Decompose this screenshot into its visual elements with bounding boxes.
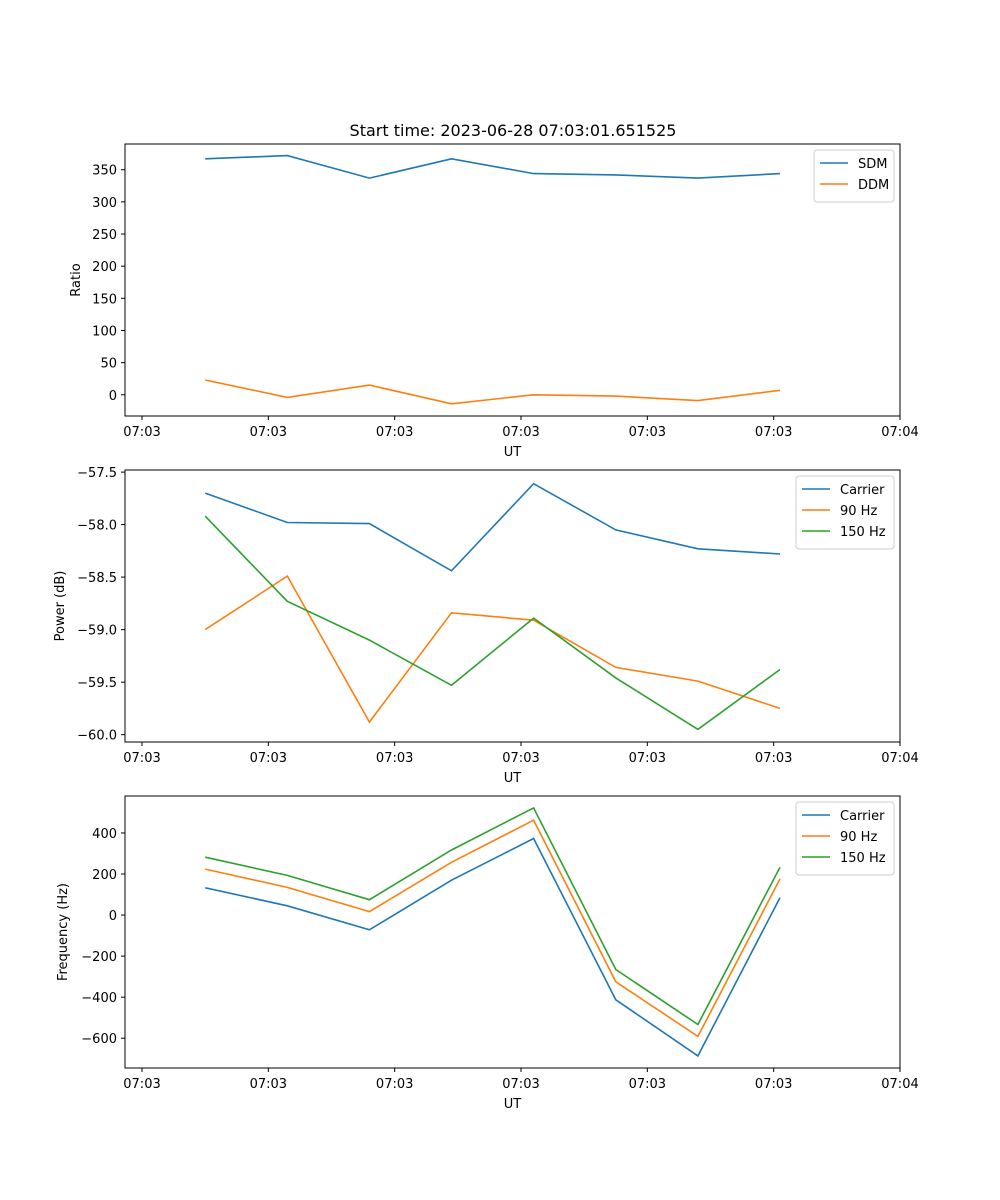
x-tick-label: 07:03 — [755, 1077, 792, 1092]
x-tick-label: 07:03 — [502, 751, 539, 766]
x-tick-label: 07:03 — [755, 425, 792, 440]
x-axis-label: UT — [504, 445, 522, 460]
y-tick-label: −58.5 — [77, 571, 117, 586]
figure-title: Start time: 2023-06-28 07:03:01.651525 — [350, 121, 677, 140]
chart-panel-1: 07:03 07:03 07:03 07:03 07:03 07:03 07:04 0 50 10… — [69, 143, 919, 460]
x-axis-label: UT — [504, 1097, 522, 1112]
y-tick-label: 200 — [92, 260, 117, 275]
legend-label: 150 Hz — [840, 851, 886, 866]
y-tick-label: 0 — [109, 909, 117, 924]
legend-label: 90 Hz — [840, 830, 877, 845]
legend-label: 150 Hz — [840, 525, 886, 540]
y-tick-label: 100 — [92, 324, 117, 339]
y-tick-label: −58.0 — [77, 519, 117, 534]
series-line-150-hz — [204, 515, 781, 731]
legend-label: 90 Hz — [840, 504, 877, 519]
legend-label: Carrier — [840, 809, 885, 824]
legend-label: Carrier — [840, 483, 885, 498]
plot-frame — [124, 795, 901, 1069]
series-line-150-hz — [205, 806, 781, 1026]
y-tick-label: 50 — [100, 357, 117, 372]
plot-frame — [124, 469, 901, 743]
x-tick-label: 07:03 — [629, 425, 666, 440]
series-line-90-hz — [204, 574, 781, 724]
x-tick-label: 07:03 — [502, 1077, 539, 1092]
x-tick-label: 07:03 — [123, 1077, 160, 1092]
series-line-sdm — [205, 154, 781, 179]
y-tick-label: −57.5 — [77, 466, 117, 481]
x-tick-label: 07:03 — [376, 425, 413, 440]
series-line-carrier — [204, 482, 781, 572]
x-tick-label: 07:03 — [376, 751, 413, 766]
x-tick-label: 07:03 — [250, 425, 287, 440]
y-tick-label: −400 — [81, 991, 117, 1006]
x-tick-label: 07:03 — [629, 1077, 666, 1092]
y-tick-label: 350 — [92, 164, 117, 179]
x-tick-label: 07:03 — [123, 425, 160, 440]
y-axis-label: Frequency (Hz) — [56, 883, 71, 981]
y-tick-label: 250 — [92, 228, 117, 243]
y-axis-label: Power (dB) — [53, 571, 68, 642]
y-tick-label: 0 — [109, 389, 117, 404]
y-tick-label: −200 — [81, 950, 117, 965]
y-tick-label: 200 — [92, 868, 117, 883]
chart-panel-3: 07:03 07:03 07:03 07:03 07:03 07:03 07:04 −600 −… — [56, 795, 919, 1112]
plot-frame — [124, 143, 901, 417]
x-tick-label: 07:04 — [881, 425, 918, 440]
chart-panel-2: 07:03 07:03 07:03 07:03 07:03 07:03 07:04 −60.0… — [53, 466, 919, 786]
x-tick-label: 07:03 — [250, 1077, 287, 1092]
y-tick-label: −59.5 — [77, 676, 117, 691]
series-line-ddm — [205, 379, 781, 405]
x-axis-label: UT — [504, 771, 522, 786]
x-tick-label: 07:04 — [881, 751, 918, 766]
y-axis-label: Ratio — [69, 263, 84, 296]
y-tick-label: −59.0 — [77, 624, 117, 639]
x-tick-label: 07:03 — [250, 751, 287, 766]
y-tick-label: 400 — [92, 827, 117, 842]
x-tick-label: 07:04 — [881, 1077, 918, 1092]
legend-label: SDM — [858, 157, 887, 172]
series-line-90-hz — [205, 819, 781, 1038]
legend-label: DDM — [858, 178, 889, 193]
x-tick-label: 07:03 — [376, 1077, 413, 1092]
y-tick-label: 150 — [92, 292, 117, 307]
y-tick-label: −600 — [81, 1032, 117, 1047]
x-tick-label: 07:03 — [502, 425, 539, 440]
y-tick-label: −60.0 — [77, 729, 117, 744]
y-tick-label: 300 — [92, 196, 117, 211]
x-tick-label: 07:03 — [755, 751, 792, 766]
x-tick-label: 07:03 — [123, 751, 160, 766]
x-tick-label: 07:03 — [629, 751, 666, 766]
series-line-carrier — [205, 837, 781, 1058]
